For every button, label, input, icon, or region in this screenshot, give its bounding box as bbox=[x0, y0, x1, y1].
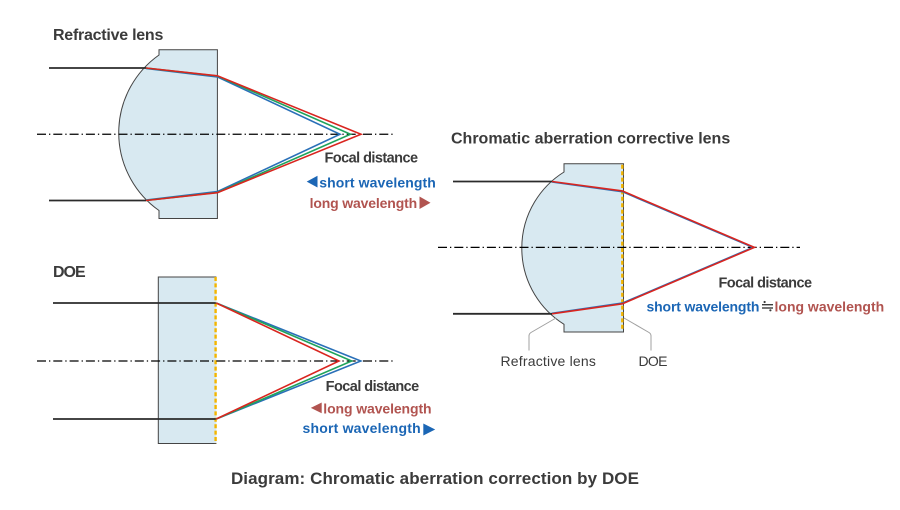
svg-text:DOE: DOE bbox=[53, 264, 86, 281]
svg-text:Focal distance: Focal distance bbox=[324, 151, 418, 167]
svg-text:short wavelength: short wavelength bbox=[303, 420, 421, 436]
svg-text:Focal distance: Focal distance bbox=[718, 275, 812, 291]
svg-text:Chromatic aberration correctiv: Chromatic aberration corrective lens bbox=[451, 131, 730, 148]
svg-text:Refractive lens: Refractive lens bbox=[53, 27, 163, 44]
svg-text:Focal distance: Focal distance bbox=[326, 379, 420, 395]
svg-text:long wavelength: long wavelength bbox=[310, 195, 417, 211]
svg-text:short wavelength: short wavelength bbox=[319, 175, 436, 191]
svg-text:Refractive lens: Refractive lens bbox=[501, 353, 597, 369]
svg-text:long wavelength: long wavelength bbox=[775, 299, 885, 315]
svg-text:long wavelength: long wavelength bbox=[323, 400, 431, 416]
svg-text:short wavelength: short wavelength bbox=[647, 299, 760, 315]
svg-text:Diagram: Chromatic aberration: Diagram: Chromatic aberration correction… bbox=[231, 469, 639, 488]
svg-text:DOE: DOE bbox=[639, 353, 668, 369]
